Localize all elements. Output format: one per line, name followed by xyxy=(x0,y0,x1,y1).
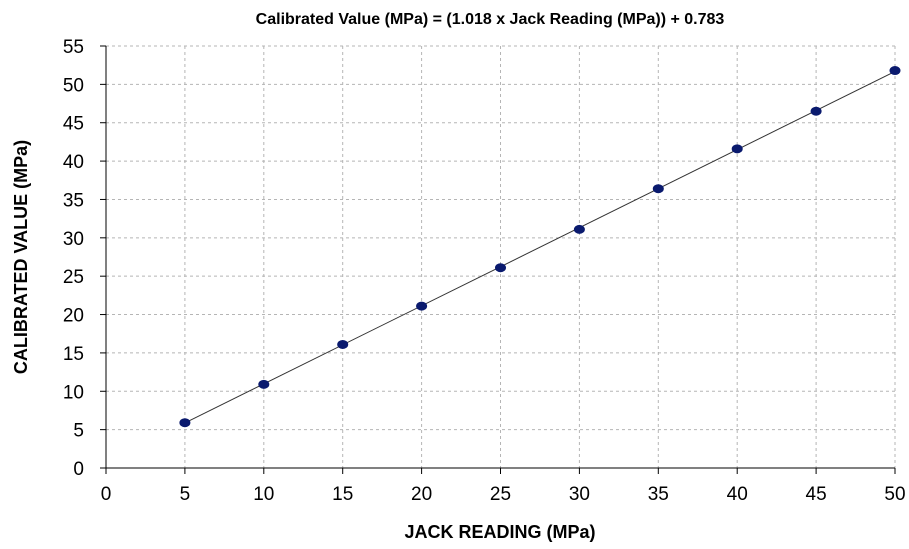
data-point xyxy=(652,184,664,194)
y-tick-label: 30 xyxy=(63,229,84,250)
y-tick-label: 25 xyxy=(63,267,84,288)
grid-layer xyxy=(106,45,896,468)
data-point xyxy=(889,66,901,76)
data-point xyxy=(810,106,822,116)
y-tick-label: 40 xyxy=(63,152,84,173)
x-tick-label: 20 xyxy=(411,484,432,505)
data-point xyxy=(179,418,191,428)
data-point xyxy=(495,263,506,273)
y-tick-label: 45 xyxy=(63,114,84,135)
data-point xyxy=(258,379,270,389)
trendline xyxy=(184,71,896,424)
data-point xyxy=(731,144,743,154)
x-tick-label: 15 xyxy=(332,484,353,505)
x-tick-label: 30 xyxy=(569,484,590,505)
y-tick-label: 50 xyxy=(63,75,84,96)
trendline-layer xyxy=(184,71,896,424)
data-point xyxy=(416,301,428,311)
x-tick-label: 40 xyxy=(727,484,748,505)
axis-layer xyxy=(100,45,896,474)
x-tick-label: 10 xyxy=(253,484,274,505)
data-point xyxy=(573,224,585,234)
y-tick-label: 35 xyxy=(63,190,84,211)
y-tick-label: 10 xyxy=(63,382,84,403)
x-axis-label: JACK READING (MPa) xyxy=(404,522,595,542)
y-tick-label: 55 xyxy=(63,37,84,58)
tick-label-layer: 0 5 10 15 20 25 30 35 40 45 50 0 5 10 15 20 25 30 35 40 45 50… xyxy=(63,37,906,505)
y-tick-label: 0 xyxy=(73,459,84,480)
chart-title: Calibrated Value (MPa) = (1.018 x Jack R… xyxy=(256,11,725,28)
y-tick-label: 20 xyxy=(63,306,84,327)
x-tick-label: 5 xyxy=(180,484,191,505)
x-tick-label: 50 xyxy=(884,484,905,505)
x-tick-label: 45 xyxy=(806,484,827,505)
x-tick-label: 25 xyxy=(490,484,511,505)
point-layer xyxy=(179,66,901,428)
y-tick-label: 5 xyxy=(73,421,84,442)
data-point xyxy=(337,339,349,349)
y-axis-label: CALIBRATED VALUE (MPa) xyxy=(11,140,31,374)
x-tick-label: 35 xyxy=(648,484,669,505)
y-tick-label: 15 xyxy=(63,344,84,365)
x-tick-label: 0 xyxy=(101,484,112,505)
